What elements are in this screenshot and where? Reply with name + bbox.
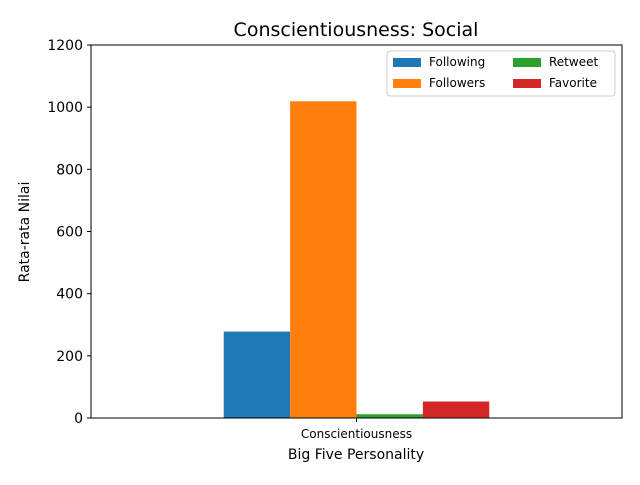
- legend-label-favorite: Favorite: [549, 76, 597, 90]
- legend-swatch-following: [393, 58, 421, 67]
- legend-swatch-retweet: [513, 58, 541, 67]
- bar-followers: [290, 101, 357, 418]
- x-axis: Conscientiousness: [301, 418, 412, 441]
- legend-box: [386, 50, 616, 97]
- bar-favorite: [422, 401, 490, 418]
- chart-title: Conscientiousness: Social: [234, 19, 479, 41]
- legend-label-followers: Followers: [429, 76, 485, 90]
- legend: Following Followers Retweet Favorite: [386, 50, 616, 97]
- legend-label-following: Following: [429, 55, 485, 69]
- y-axis-label: Rata-rata Nilai: [17, 182, 33, 283]
- bar-following: [223, 331, 291, 418]
- y-tick-label: 800: [56, 162, 83, 178]
- legend-label-retweet: Retweet: [549, 55, 598, 69]
- y-tick-label: 400: [56, 287, 83, 303]
- plot-area: [90, 44, 623, 419]
- legend-swatch-favorite: [513, 79, 541, 88]
- x-tick-label: Conscientiousness: [301, 427, 412, 441]
- y-tick-label: 200: [56, 349, 83, 365]
- y-tick-label: 600: [56, 225, 83, 241]
- y-tick-label: 0: [74, 411, 83, 427]
- y-tick-label: 1000: [47, 100, 83, 116]
- legend-swatch-followers: [393, 79, 421, 88]
- y-tick-label: 1200: [47, 38, 83, 54]
- y-axis: 0 200 400 600 800 1000 1200: [47, 38, 91, 427]
- x-axis-label: Big Five Personality: [288, 447, 424, 463]
- bar-retweet: [356, 414, 423, 418]
